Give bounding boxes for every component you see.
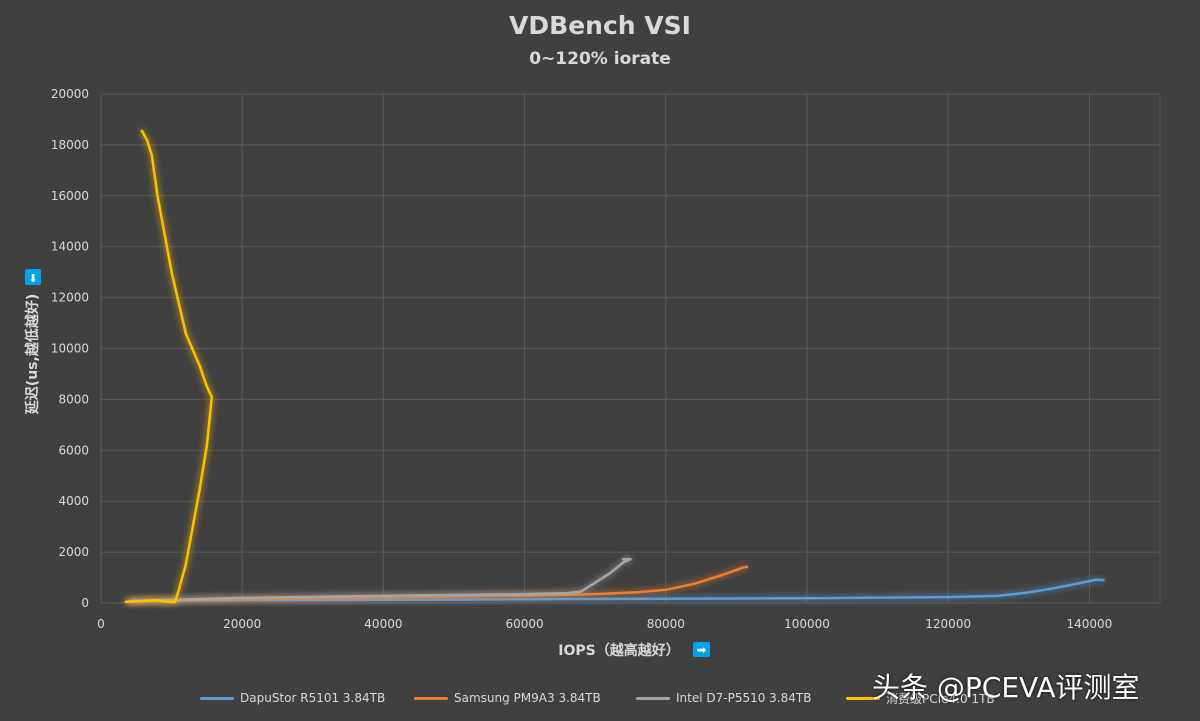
y-tick-label: 2000 bbox=[58, 545, 89, 559]
y-tick-label: 20000 bbox=[51, 87, 89, 101]
x-axis-label: IOPS（越高越好） ➡ bbox=[558, 642, 710, 659]
watermark: 头条 @PCEVA评测室 bbox=[872, 671, 1140, 704]
y-axis-ticks: 0 2000 4000 6000 8000 10000 12000 14000 16000 180… bbox=[51, 87, 89, 610]
legend-swatch bbox=[636, 696, 670, 700]
legend-item: 消费级PCIe4.0 1TB bbox=[846, 688, 995, 708]
x-tick-label: 40000 bbox=[364, 617, 402, 631]
down-arrow-icon: ⬇ bbox=[28, 272, 37, 285]
chart-title: VDBench VSI bbox=[509, 11, 691, 40]
x-tick-label: 100000 bbox=[784, 617, 830, 631]
series-lines bbox=[124, 129, 1105, 604]
legend-swatch bbox=[846, 696, 880, 700]
y-axis-title: 延迟(us,越低越好) bbox=[24, 294, 41, 415]
x-axis-ticks: 0 20000 40000 60000 80000 100000 120000 140000 bbox=[97, 617, 1112, 631]
legend-item: Samsung PM9A3 3.84TB bbox=[414, 688, 601, 708]
chart-subtitle: 0~120% iorate bbox=[529, 49, 671, 69]
y-tick-label: 14000 bbox=[51, 240, 89, 254]
legend-swatch bbox=[414, 696, 448, 700]
legend-label: Intel D7-P5510 3.84TB bbox=[676, 691, 812, 705]
series-line-4 bbox=[124, 129, 214, 604]
x-tick-label: 80000 bbox=[647, 617, 685, 631]
legend-swatch bbox=[200, 696, 234, 700]
x-tick-label: 20000 bbox=[223, 617, 261, 631]
legend-item: Intel D7-P5510 3.84TB bbox=[636, 688, 811, 708]
x-tick-label: 60000 bbox=[506, 617, 544, 631]
y-tick-label: 4000 bbox=[58, 494, 89, 508]
y-tick-label: 12000 bbox=[51, 291, 89, 305]
x-axis-title: IOPS（越高越好） bbox=[558, 642, 679, 659]
x-tick-label: 120000 bbox=[925, 617, 971, 631]
y-tick-label: 8000 bbox=[58, 392, 89, 406]
x-tick-label: 140000 bbox=[1066, 617, 1112, 631]
y-tick-label: 16000 bbox=[51, 189, 89, 203]
x-axis-arrow-badge bbox=[693, 642, 710, 657]
legend: DapuStor R5101 3.84TB Samsung PM9A3 3.84T… bbox=[0, 688, 1200, 708]
y-axis-label: 延迟(us,越低越好) ⬇ bbox=[24, 269, 41, 415]
y-tick-label: 10000 bbox=[51, 342, 89, 356]
x-tick-label: 0 bbox=[97, 617, 105, 631]
legend-label: 消费级PCIe4.0 1TB bbox=[886, 691, 995, 706]
y-tick-label: 0 bbox=[81, 596, 89, 610]
right-arrow-icon: ➡ bbox=[696, 643, 706, 657]
legend-label: Samsung PM9A3 3.84TB bbox=[454, 691, 601, 705]
y-axis-arrow-badge bbox=[25, 269, 41, 285]
legend-item: DapuStor R5101 3.84TB bbox=[200, 688, 385, 708]
series-line-3 bbox=[127, 557, 632, 603]
y-tick-label: 6000 bbox=[58, 443, 89, 457]
gridlines bbox=[100, 93, 1161, 604]
legend-label: DapuStor R5101 3.84TB bbox=[240, 691, 386, 705]
y-tick-label: 18000 bbox=[51, 138, 89, 152]
